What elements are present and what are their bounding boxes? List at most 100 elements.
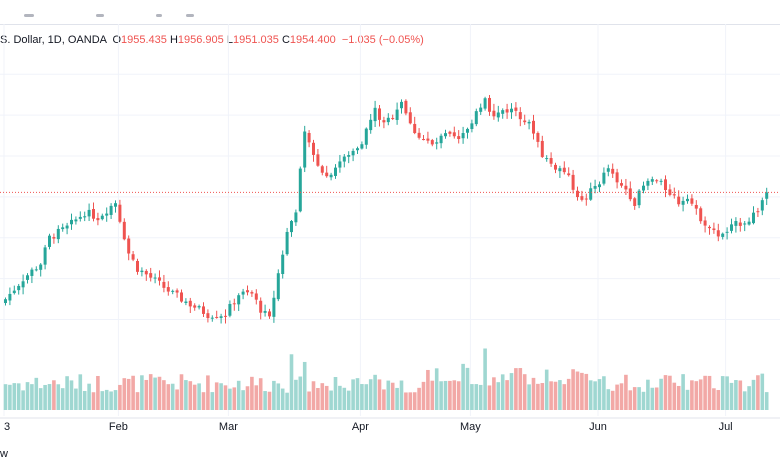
volume-bar xyxy=(320,383,325,410)
volume-bar xyxy=(346,390,351,410)
candle-body xyxy=(382,120,386,123)
candle-body xyxy=(448,131,452,134)
candle-body xyxy=(514,107,518,111)
candle-body xyxy=(21,281,25,288)
candle-body xyxy=(307,132,311,143)
candle-body xyxy=(422,139,425,141)
volume-bar xyxy=(329,390,333,410)
candle-body xyxy=(474,111,478,125)
time-axis-tick-label: Jun xyxy=(589,421,607,433)
volume-bar xyxy=(764,392,769,410)
open-value: 1955.435 xyxy=(121,34,167,46)
volume-bar xyxy=(188,381,193,410)
candle-body xyxy=(470,123,474,130)
volume-bar xyxy=(439,381,443,410)
volume-bar xyxy=(417,387,421,410)
volume-bar xyxy=(540,383,545,410)
high-label: H xyxy=(169,34,178,46)
volume-bar xyxy=(298,376,303,410)
candle-body xyxy=(276,273,280,300)
footer-text: w xyxy=(0,448,8,460)
candle-body xyxy=(444,133,447,137)
candle-body xyxy=(263,310,267,313)
candle-body xyxy=(87,209,91,217)
volume-bar xyxy=(228,388,232,410)
volume-bar xyxy=(16,383,21,410)
volume-bar xyxy=(597,379,602,410)
toolbar-icon[interactable] xyxy=(24,14,34,17)
volume-bar xyxy=(452,380,457,410)
candle-body xyxy=(404,100,408,114)
volume-bar xyxy=(399,380,404,410)
volume-bar xyxy=(443,380,448,410)
candle-body xyxy=(558,168,562,172)
volume-bar xyxy=(276,383,281,410)
volume-bar xyxy=(316,387,320,410)
toolbar-icon[interactable] xyxy=(186,14,194,17)
candle-body xyxy=(320,166,324,173)
ohlc-legend: S. Dollar, 1D, OANDA O1955.435 H1956.905… xyxy=(0,34,424,46)
candle-body xyxy=(325,172,329,177)
volume-bar xyxy=(434,368,439,410)
volume-bar xyxy=(421,381,426,410)
volume-bar xyxy=(236,380,241,410)
volume-bar xyxy=(104,389,109,410)
volume-bar xyxy=(38,388,43,410)
candle-body xyxy=(730,224,733,231)
symbol-label[interactable]: S. Dollar, 1D, OANDA xyxy=(0,34,107,46)
candle-body xyxy=(571,174,575,190)
toolbar-icon[interactable] xyxy=(96,14,104,17)
candle-body xyxy=(712,228,716,231)
volume-bar xyxy=(461,363,465,410)
volume-bar xyxy=(100,391,105,410)
toolbar-icon[interactable] xyxy=(156,14,162,17)
candle-body xyxy=(554,164,557,170)
candle-body xyxy=(153,277,157,279)
candle-body xyxy=(760,200,764,211)
volume-bar xyxy=(60,388,65,410)
volume-bar xyxy=(8,384,12,410)
candle-body xyxy=(501,110,505,114)
price-chart[interactable]: 3 Feb Mar Apr May Jun Jul xyxy=(0,24,780,448)
candle-body xyxy=(378,108,381,120)
volume-bar xyxy=(245,386,250,410)
close-label: C xyxy=(281,34,290,46)
candle-body xyxy=(342,156,346,162)
candle-body xyxy=(611,168,615,174)
candle-body xyxy=(426,138,430,141)
volume-bar xyxy=(258,378,263,410)
volume-bar xyxy=(716,390,721,410)
candle-body xyxy=(615,172,619,183)
volume-bar xyxy=(12,383,17,410)
volume-bar xyxy=(254,385,259,410)
candle-body xyxy=(303,131,307,168)
volume-bar xyxy=(25,382,30,410)
volume-bar xyxy=(148,374,153,410)
candle-body xyxy=(681,200,685,205)
candle-body xyxy=(70,219,73,225)
candle-body xyxy=(589,188,593,200)
candle-body xyxy=(738,222,742,226)
candle-body xyxy=(228,303,232,316)
volume-bar xyxy=(131,375,135,410)
volume-bar xyxy=(650,387,655,410)
candle-body xyxy=(620,183,623,186)
candle-body xyxy=(488,97,491,112)
time-axis-tick-label: 3 xyxy=(4,421,10,433)
volume-bar xyxy=(725,376,729,410)
volume-bar xyxy=(241,390,245,410)
volume-bar xyxy=(593,381,597,410)
candle-body xyxy=(708,226,711,229)
candle-body xyxy=(518,112,522,120)
volume-bar xyxy=(162,380,166,410)
candle-body xyxy=(703,220,707,226)
volume-bar xyxy=(571,369,575,410)
open-label: O xyxy=(112,34,121,46)
volume-bar xyxy=(487,385,492,410)
volume-bar xyxy=(135,392,140,410)
volume-bar xyxy=(580,372,584,410)
candle-body xyxy=(12,290,16,294)
volume-bar xyxy=(201,392,206,410)
volume-bar xyxy=(646,379,650,410)
volume-bar xyxy=(690,380,694,410)
